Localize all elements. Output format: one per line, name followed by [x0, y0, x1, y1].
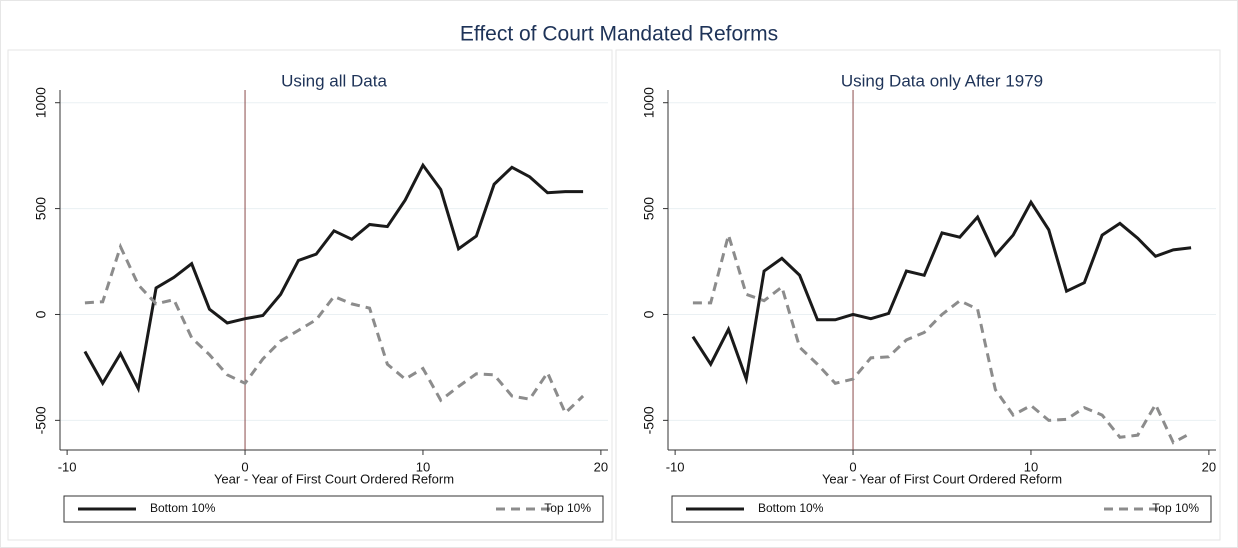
x-tick-label: 0	[849, 459, 856, 474]
series-line	[83, 162, 584, 394]
panel-title: Using all Data	[281, 71, 387, 90]
x-tick-label: -10	[666, 459, 685, 474]
x-tick-label: 10	[416, 459, 430, 474]
legend-label: Top 10%	[544, 501, 591, 515]
panel-title: Using Data only After 1979	[841, 71, 1043, 90]
x-tick-label: 0	[241, 459, 248, 474]
y-tick-label: 0	[33, 310, 49, 318]
y-tick-label: 1000	[33, 87, 49, 118]
y-tick-label: -500	[641, 406, 657, 434]
y-tick-label: 500	[33, 197, 49, 221]
x-tick-label: 20	[1202, 459, 1216, 474]
figure-title: Effect of Court Mandated Reforms	[460, 23, 778, 46]
x-tick-label: -10	[58, 459, 77, 474]
series-line	[692, 229, 1192, 445]
legend-box	[671, 495, 1212, 523]
panel-frame	[615, 49, 1221, 541]
legend-label: Top 10%	[1152, 501, 1199, 515]
x-tick-label: 10	[1024, 459, 1038, 474]
panel-frame	[7, 49, 613, 541]
series-line	[691, 199, 1192, 386]
x-tick-label: 20	[594, 459, 608, 474]
x-axis-title: Year - Year of First Court Ordered Refor…	[214, 471, 454, 486]
y-tick-label: 500	[641, 197, 657, 221]
y-tick-label: 1000	[641, 87, 657, 118]
legend-label: Bottom 10%	[150, 501, 216, 515]
legend-box	[63, 495, 604, 523]
legend-label: Bottom 10%	[758, 501, 824, 515]
y-tick-label: 0	[641, 310, 657, 318]
x-axis-title: Year - Year of First Court Ordered Refor…	[822, 471, 1062, 486]
y-tick-label: -500	[33, 406, 49, 434]
series-line	[84, 242, 585, 416]
